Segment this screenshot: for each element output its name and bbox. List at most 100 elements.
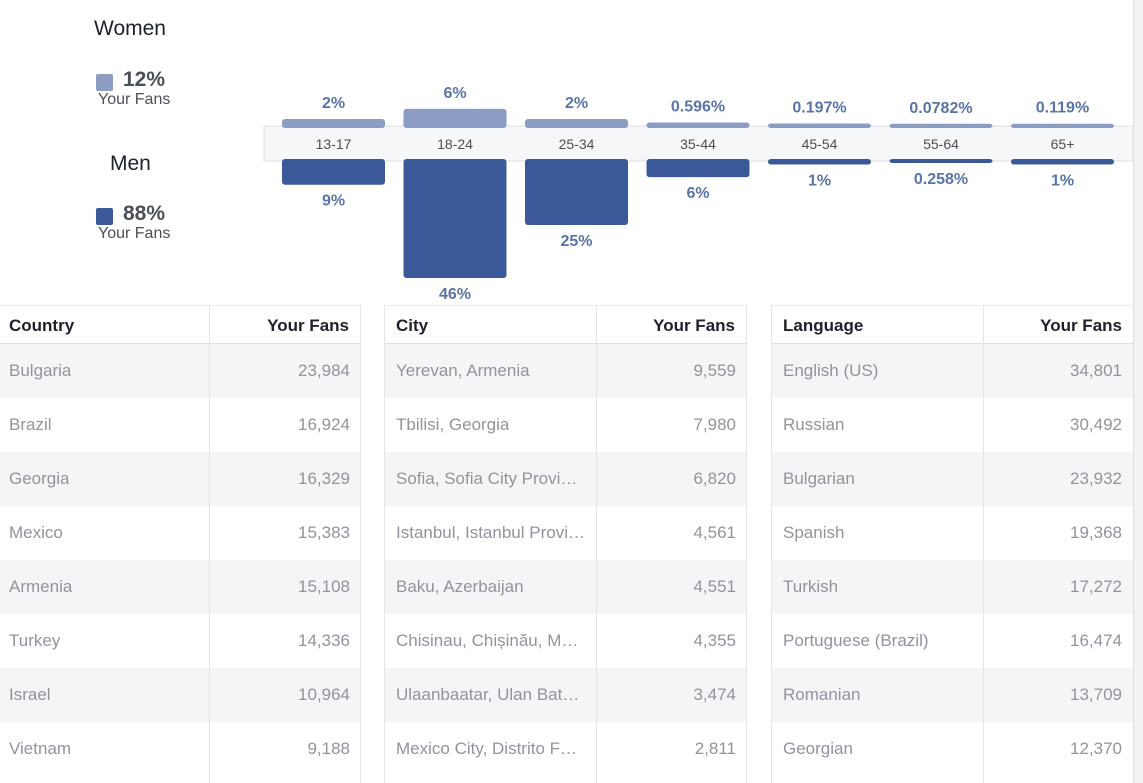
city-table: City Your Fans Yerevan, Armenia 9,559 Tbi… — [384, 305, 747, 783]
men-percent: 88% — [123, 202, 166, 225]
city-rows: Yerevan, Armenia 9,559 Tbilisi, Georgia 7,… — [384, 344, 747, 776]
language-name: Spanish — [783, 523, 845, 542]
table-row: Mexico City, Distrito Fe… 2,811 — [384, 722, 747, 776]
city-table-header: City Your Fans — [384, 305, 747, 344]
table-edge — [771, 305, 772, 783]
language-name: Georgian — [783, 739, 853, 758]
women-bar-45-54 — [768, 123, 871, 128]
table-row: Russian 30,492 — [771, 398, 1133, 452]
country-fans: 16,329 — [298, 469, 350, 488]
age-gender-bar-chart: 2% 9% 13-17 6% 46% 18-24 2% 25% 25-34 0.596% 6% 35-… — [263, 85, 1134, 303]
country-fans: 23,984 — [298, 361, 350, 380]
table-row: Armenia 15,108 — [0, 560, 361, 614]
city-fans-column-header[interactable]: Your Fans — [653, 316, 735, 335]
men-color-swatch — [96, 208, 113, 225]
table-row: Israel 10,964 — [0, 668, 361, 722]
city-fans: 7,980 — [693, 415, 736, 434]
city-name: Chisinau, Chișinău, Mo… — [396, 631, 586, 650]
language-fans: 17,272 — [1070, 577, 1122, 596]
language-name: English (US) — [783, 361, 879, 380]
table-row: Yerevan, Armenia 9,559 — [384, 344, 747, 398]
women-bar-55-64 — [889, 123, 993, 128]
country-fans: 16,924 — [298, 415, 350, 434]
age-range-label: 35-44 — [680, 136, 716, 152]
table-row: Sofia, Sofia City Provin… 6,820 — [384, 452, 747, 506]
scrollbar-track[interactable] — [1133, 0, 1143, 783]
age-range-label: 45-54 — [802, 136, 838, 152]
country-column-header[interactable]: Country — [9, 316, 75, 335]
men-value-label: 6% — [686, 185, 709, 202]
age-range-label: 65+ — [1051, 136, 1075, 152]
language-rows: English (US) 34,801 Russian 30,492 Bulgari… — [771, 344, 1133, 776]
language-fans: 34,801 — [1070, 361, 1122, 380]
women-color-swatch — [96, 74, 113, 91]
country-name: Vietnam — [9, 739, 72, 758]
city-fans: 4,355 — [693, 631, 736, 650]
language-fans: 30,492 — [1070, 415, 1122, 434]
city-name: Sofia, Sofia City Provin… — [396, 469, 586, 488]
table-row: Chisinau, Chișinău, Mo… 4,355 — [384, 614, 747, 668]
language-table: Language Your Fans English (US) 34,801 Ru… — [771, 305, 1133, 783]
language-name: Romanian — [783, 685, 861, 704]
table-row: Vietnam 9,188 — [0, 722, 361, 776]
column-divider — [596, 305, 597, 783]
table-row: Georgian 12,370 — [771, 722, 1133, 776]
men-bar-13-17 — [282, 159, 385, 185]
men-bar-65+ — [1011, 159, 1114, 165]
men-value-label: 46% — [439, 286, 471, 303]
country-name: Israel — [9, 685, 51, 704]
men-value-label: 9% — [322, 193, 345, 210]
age-range-label: 55-64 — [923, 136, 959, 152]
language-fans-column-header[interactable]: Your Fans — [1040, 316, 1122, 335]
women-bar-65+ — [1011, 123, 1114, 128]
country-fans: 15,383 — [298, 523, 350, 542]
men-value-label: 1% — [808, 173, 831, 190]
women-bar-13-17 — [282, 118, 385, 128]
language-column-header[interactable]: Language — [783, 316, 864, 335]
column-divider — [209, 305, 210, 783]
city-name: Yerevan, Armenia — [396, 361, 530, 380]
women-value-label: 6% — [443, 85, 466, 102]
table-row: Baku, Azerbaijan 4,551 — [384, 560, 747, 614]
column-divider — [983, 305, 984, 783]
men-value-label: 1% — [1051, 173, 1074, 190]
table-row: Istanbul, Istanbul Provi… 4,561 — [384, 506, 747, 560]
country-fans-column-header[interactable]: Your Fans — [267, 316, 349, 335]
country-name: Bulgaria — [9, 361, 72, 380]
city-fans: 6,820 — [693, 469, 736, 488]
table-row: Turkish 17,272 — [771, 560, 1133, 614]
language-name: Portuguese (Brazil) — [783, 631, 929, 650]
table-row: Ulaanbaatar, Ulan Bato… 3,474 — [384, 668, 747, 722]
language-fans: 13,709 — [1070, 685, 1122, 704]
city-fans: 3,474 — [693, 685, 736, 704]
country-name: Brazil — [9, 415, 52, 434]
age-range-label: 13-17 — [316, 136, 352, 152]
men-value-label: 0.258% — [914, 171, 968, 188]
country-fans: 15,108 — [298, 577, 350, 596]
women-bar-25-34 — [525, 118, 628, 128]
age-range-label: 25-34 — [559, 136, 595, 152]
city-fans: 9,559 — [693, 361, 736, 380]
city-fans: 4,551 — [693, 577, 736, 596]
city-name: Ulaanbaatar, Ulan Bato… — [396, 685, 586, 704]
women-bar-35-44 — [646, 122, 750, 128]
table-edge — [384, 305, 385, 783]
women-your-fans-label: Your Fans — [98, 91, 171, 108]
country-fans: 9,188 — [307, 739, 350, 758]
table-row: Spanish 19,368 — [771, 506, 1133, 560]
country-table-header: Country Your Fans — [0, 305, 361, 344]
city-column-header[interactable]: City — [396, 316, 429, 335]
women-value-label: 2% — [322, 95, 345, 112]
country-table: Country Your Fans Bulgaria 23,984 Brazil 1… — [0, 305, 361, 783]
men-bar-55-64 — [889, 159, 993, 163]
women-value-label: 0.197% — [792, 100, 846, 117]
women-percent: 12% — [123, 68, 166, 91]
women-bar-18-24 — [403, 108, 507, 128]
women-title: Women — [94, 17, 166, 40]
men-bar-35-44 — [646, 159, 750, 178]
table-edge — [746, 305, 747, 783]
country-rows: Bulgaria 23,984 Brazil 16,924 Georgia 16,32… — [0, 344, 361, 776]
women-value-label: 0.596% — [671, 98, 725, 115]
country-name: Armenia — [9, 577, 73, 596]
table-row: Tbilisi, Georgia 7,980 — [384, 398, 747, 452]
